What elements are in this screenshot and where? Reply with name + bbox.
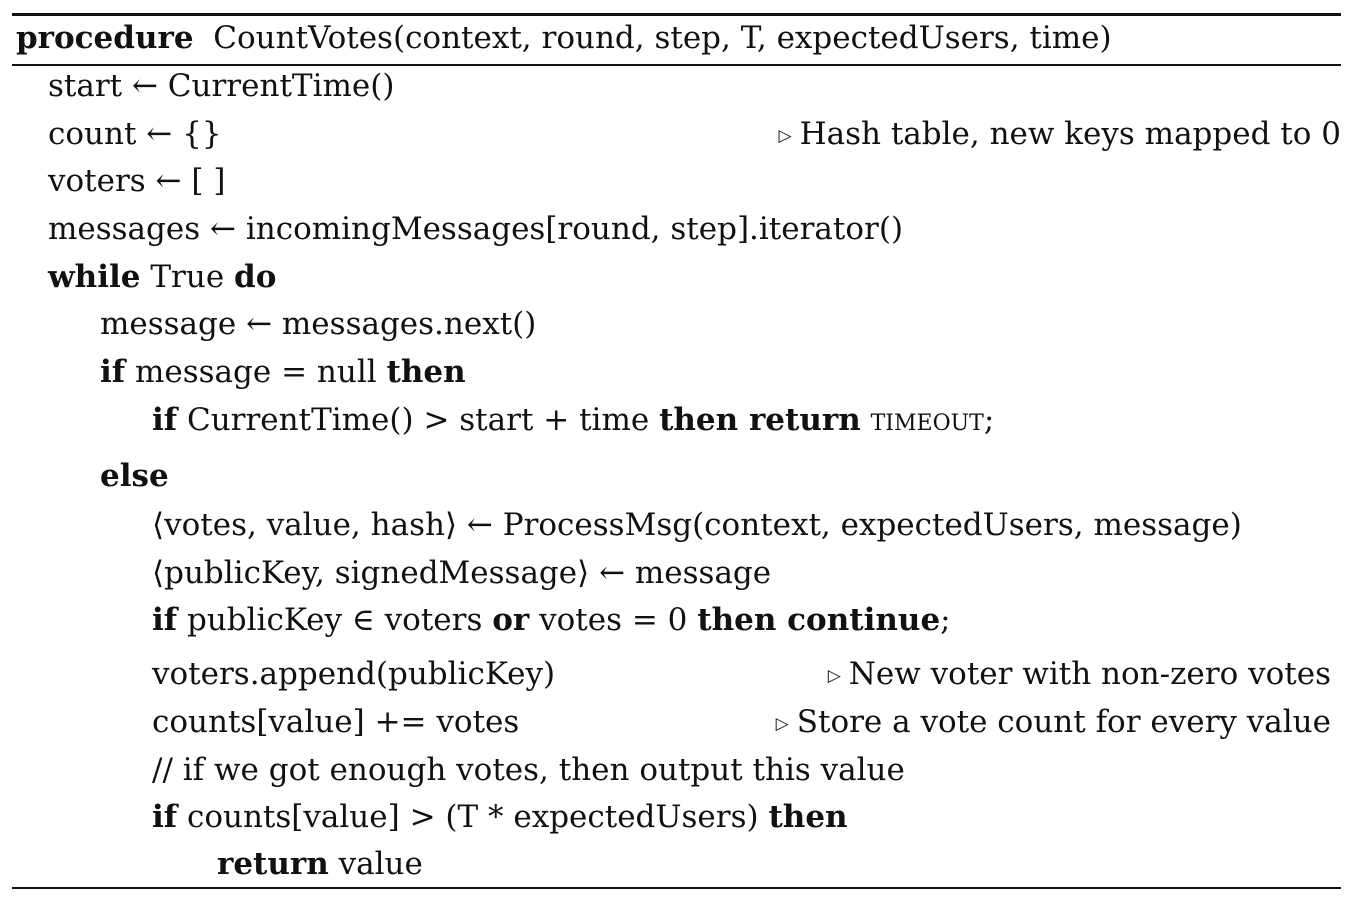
algo-line-6: message ← messages.next(): [100, 304, 536, 344]
algo-line-7: if message = null then: [100, 352, 466, 392]
algo-line-16: if counts[value] > (T * expectedUsers) t…: [152, 797, 848, 837]
comment-triangle-icon: ▷: [778, 126, 792, 146]
else-keyword: else: [100, 458, 169, 494]
algo-comment-2: ▷ Hash table, new keys mapped to 0: [779, 114, 1342, 156]
line-text: message ← messages.next(): [100, 306, 537, 342]
procedure-signature: CountVotes(context, round, step, T, expe…: [213, 20, 1112, 56]
then-keyword: then: [768, 799, 848, 835]
line-text: ⟨publicKey, signedMessage⟩ ← message: [152, 555, 772, 591]
algo-comment-14: ▷ Store a vote count for every value: [776, 702, 1331, 744]
line-text: messages ← incomingMessages[round, step]…: [48, 211, 904, 247]
line-text: value: [328, 846, 423, 882]
line-text: votes = 0: [529, 602, 698, 638]
line-text: voters ← [ ]: [48, 163, 226, 199]
algo-line-5: while True do: [48, 257, 276, 297]
line-text: publicKey ∈ voters: [177, 602, 493, 638]
algo-line-11: ⟨publicKey, signedMessage⟩ ← message: [152, 553, 771, 593]
algo-line-12: if publicKey ∈ voters or votes = 0 then …: [152, 600, 951, 640]
timeout-constant: timeout: [860, 402, 984, 438]
algo-line-4: messages ← incomingMessages[round, step]…: [48, 209, 903, 249]
algo-line-14: counts[value] += votes: [152, 702, 519, 742]
line-text: True: [140, 259, 235, 295]
bottom-rule: [12, 887, 1341, 889]
comment-triangle-icon: ▷: [775, 714, 789, 734]
if-keyword: if: [152, 402, 178, 438]
line-text: ⟨votes, value, hash⟩ ← ProcessMsg(contex…: [152, 507, 1242, 543]
algo-comment-13: ▷ New voter with non-zero votes: [828, 654, 1331, 696]
line-text: counts[value] > (T * expectedUsers): [177, 799, 769, 835]
line-text: start ← CurrentTime(): [48, 68, 395, 104]
line-end: ;: [940, 602, 951, 638]
line-text: voters.append(publicKey): [152, 656, 556, 692]
algo-line-10: ⟨votes, value, hash⟩ ← ProcessMsg(contex…: [152, 505, 1242, 545]
line-end: ;: [983, 402, 995, 438]
header-rule: [12, 64, 1341, 66]
or-keyword: or: [492, 602, 530, 638]
if-keyword: if: [152, 799, 178, 835]
then-keyword: then: [386, 354, 466, 390]
line-text: count ← {}: [48, 116, 222, 152]
if-keyword: if: [100, 354, 126, 390]
algo-line-13: voters.append(publicKey): [152, 654, 555, 694]
line-text: counts[value] += votes: [152, 704, 520, 740]
algo-line-17: return value: [217, 844, 423, 884]
if-keyword: if: [152, 602, 178, 638]
do-keyword: do: [234, 259, 277, 295]
while-keyword: while: [48, 259, 141, 295]
algo-line-3: voters ← [ ]: [48, 161, 225, 201]
procedure-keyword: procedure: [16, 20, 194, 56]
comment-triangle-icon: ▷: [827, 666, 841, 686]
code-comment: // if we got enough votes, then output t…: [152, 752, 905, 788]
top-rule: [12, 13, 1341, 16]
return-keyword: return: [217, 846, 329, 882]
then-return-keyword: then return: [659, 402, 861, 438]
comment-text: Hash table, new keys mapped to 0: [799, 116, 1341, 152]
comment-text: New voter with non-zero votes: [848, 656, 1331, 692]
algo-line-2: count ← {}: [48, 114, 222, 154]
algo-line-1: start ← CurrentTime(): [48, 66, 394, 106]
comment-text: Store a vote count for every value: [796, 704, 1331, 740]
then-continue-keyword: then continue: [697, 602, 941, 638]
procedure-header: procedure CountVotes(context, round, ste…: [16, 18, 1112, 58]
algo-line-9: else: [100, 456, 169, 496]
line-text: message = null: [125, 354, 387, 390]
line-text: CurrentTime() > start + time: [177, 402, 660, 438]
algo-line-8: if CurrentTime() > start + time then ret…: [152, 400, 994, 440]
algo-line-15: // if we got enough votes, then output t…: [152, 750, 905, 790]
